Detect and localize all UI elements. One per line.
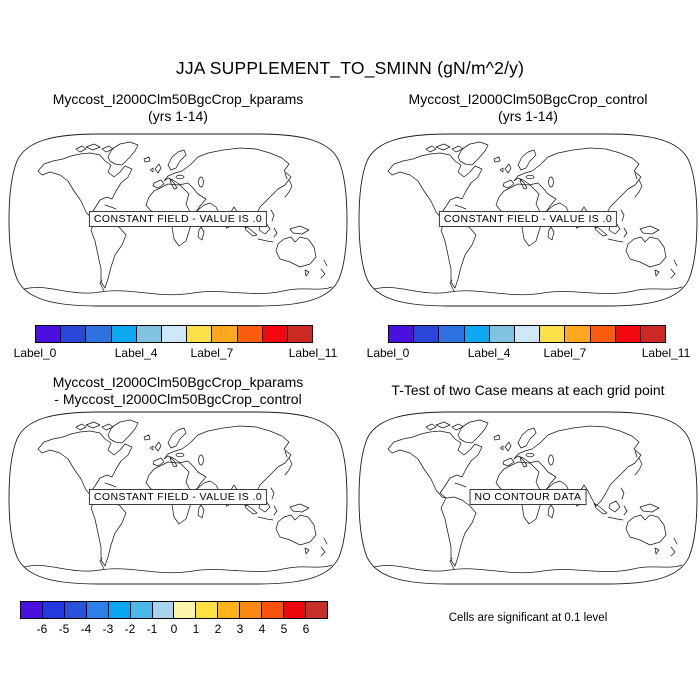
colorbar-segment <box>86 326 112 342</box>
colorbar-top-right: Label_0 Label_4 Label_7 Label_11 <box>367 325 691 360</box>
colorbar-segment <box>284 602 306 618</box>
colorbar-segment <box>439 326 465 342</box>
colorbar-tick-label: Label_4 <box>114 346 158 360</box>
colorbar-tick-label: -2 <box>124 622 136 636</box>
constant-field-label: CONSTANT FIELD - VALUE IS .0 <box>88 489 268 506</box>
colorbar-tick-label: -3 <box>102 622 114 636</box>
colorbar-segment <box>464 326 490 342</box>
colorbar-segment <box>152 602 175 618</box>
colorbar-segment <box>86 602 109 618</box>
colorbar-tick-label: -6 <box>36 622 48 636</box>
colorbar-segment <box>565 326 591 342</box>
colorbar-segment <box>212 326 238 342</box>
colorbar-tick-label: Label_0 <box>13 346 57 360</box>
colorbar-segments <box>20 601 328 619</box>
constant-field-label: CONSTANT FIELD - VALUE IS .0 <box>88 211 268 228</box>
colorbar-segment <box>136 326 162 342</box>
world-map-bottom-right: NO CONTOUR DATA <box>358 408 698 588</box>
colorbar-tick-label: 1 <box>192 622 200 636</box>
colorbar-segment <box>130 602 153 618</box>
colorbar-segment <box>615 326 641 342</box>
colorbar-segment <box>64 602 87 618</box>
colorbar-segment <box>218 602 241 618</box>
colorbar-tick-label: Label_7 <box>190 346 234 360</box>
colorbar-segment <box>240 602 263 618</box>
colorbar-bottom-left: -6 -5 -4 -3 -2 -1 0 1 2 3 4 5 6 <box>20 601 328 636</box>
colorbar-segment <box>161 326 188 342</box>
colorbar-labels: Label_0 Label_4 Label_7 Label_11 <box>367 346 691 360</box>
colorbar-tick-label: -4 <box>80 622 92 636</box>
colorbar-segment <box>36 326 62 342</box>
panel-title-bottom-left: Myccost_I2000Clm50BgcCrop_kparams - Mycc… <box>8 374 348 408</box>
colorbar-tick-label: 5 <box>280 622 288 636</box>
colorbar-tick-label: 4 <box>258 622 266 636</box>
colorbar-tick-label: 2 <box>214 622 222 636</box>
colorbar-segment <box>108 602 131 618</box>
no-contour-data-label: NO CONTOUR DATA <box>469 489 587 506</box>
colorbar-segment <box>640 326 666 342</box>
colorbar-tick-label: -1 <box>146 622 158 636</box>
figure-title: JJA SUPPLEMENT_TO_SMINN (gN/m^2/y) <box>175 58 525 78</box>
colorbar-segments <box>388 325 666 343</box>
colorbar-labels: Label_0 Label_4 Label_7 Label_11 <box>14 346 338 360</box>
colorbar-segment <box>389 326 415 342</box>
colorbar-top-left: Label_0 Label_4 Label_7 Label_11 <box>14 325 338 360</box>
panel-title-bottom-right: T-Test of two Case means at each grid po… <box>358 382 698 399</box>
significance-caption: Cells are significant at 0.1 level <box>448 612 608 624</box>
colorbar-segment <box>187 326 213 342</box>
colorbar-tick-label: -5 <box>58 622 70 636</box>
panel-title-top-right: Myccost_I2000Clm50BgcCrop_control (yrs 1… <box>358 91 698 125</box>
panel-title-line1: Myccost_I2000Clm50BgcCrop_kparams <box>52 374 304 390</box>
colorbar-segment <box>305 602 327 618</box>
colorbar-segment <box>262 326 288 342</box>
colorbar-tick-label: Label_7 <box>543 346 587 360</box>
colorbar-segment <box>514 326 541 342</box>
colorbar-segment <box>489 326 515 342</box>
colorbar-segment <box>111 326 137 342</box>
panel-title-line1: T-Test of two Case means at each grid po… <box>391 382 665 398</box>
colorbar-segment <box>287 326 313 342</box>
colorbar-segment <box>414 326 440 342</box>
colorbar-segment <box>540 326 566 342</box>
world-map-bottom-left: CONSTANT FIELD - VALUE IS .0 <box>8 408 348 588</box>
colorbar-segments <box>35 325 313 343</box>
colorbar-segment <box>21 602 43 618</box>
colorbar-segment <box>42 602 65 618</box>
colorbar-segment <box>61 326 87 342</box>
panel-title-line1: Myccost_I2000Clm50BgcCrop_control <box>408 91 648 107</box>
colorbar-segment <box>196 602 219 618</box>
colorbar-tick-label: Label_0 <box>366 346 410 360</box>
panel-title-top-left: Myccost_I2000Clm50BgcCrop_kparams (yrs 1… <box>8 91 348 125</box>
constant-field-label: CONSTANT FIELD - VALUE IS .0 <box>438 211 618 228</box>
colorbar-segment <box>262 602 285 618</box>
colorbar-labels: -6 -5 -4 -3 -2 -1 0 1 2 3 4 5 6 <box>20 622 328 636</box>
colorbar-tick-label: 3 <box>236 622 244 636</box>
panel-title-line2: - Myccost_I2000Clm50BgcCrop_control <box>54 391 302 407</box>
colorbar-segment <box>174 602 197 618</box>
colorbar-tick-label: Label_11 <box>288 346 338 360</box>
panel-title-line2: (yrs 1-14) <box>148 108 208 124</box>
colorbar-tick-label: Label_4 <box>467 346 511 360</box>
colorbar-tick-label: 6 <box>302 622 310 636</box>
world-map-top-right: CONSTANT FIELD - VALUE IS .0 <box>358 130 698 310</box>
colorbar-tick-label: Label_11 <box>641 346 691 360</box>
world-map-top-left: CONSTANT FIELD - VALUE IS .0 <box>8 130 348 310</box>
panel-title-line2: (yrs 1-14) <box>498 108 558 124</box>
panel-title-line1: Myccost_I2000Clm50BgcCrop_kparams <box>52 91 304 107</box>
colorbar-segment <box>237 326 263 342</box>
colorbar-segment <box>590 326 616 342</box>
colorbar-tick-label: 0 <box>170 622 178 636</box>
